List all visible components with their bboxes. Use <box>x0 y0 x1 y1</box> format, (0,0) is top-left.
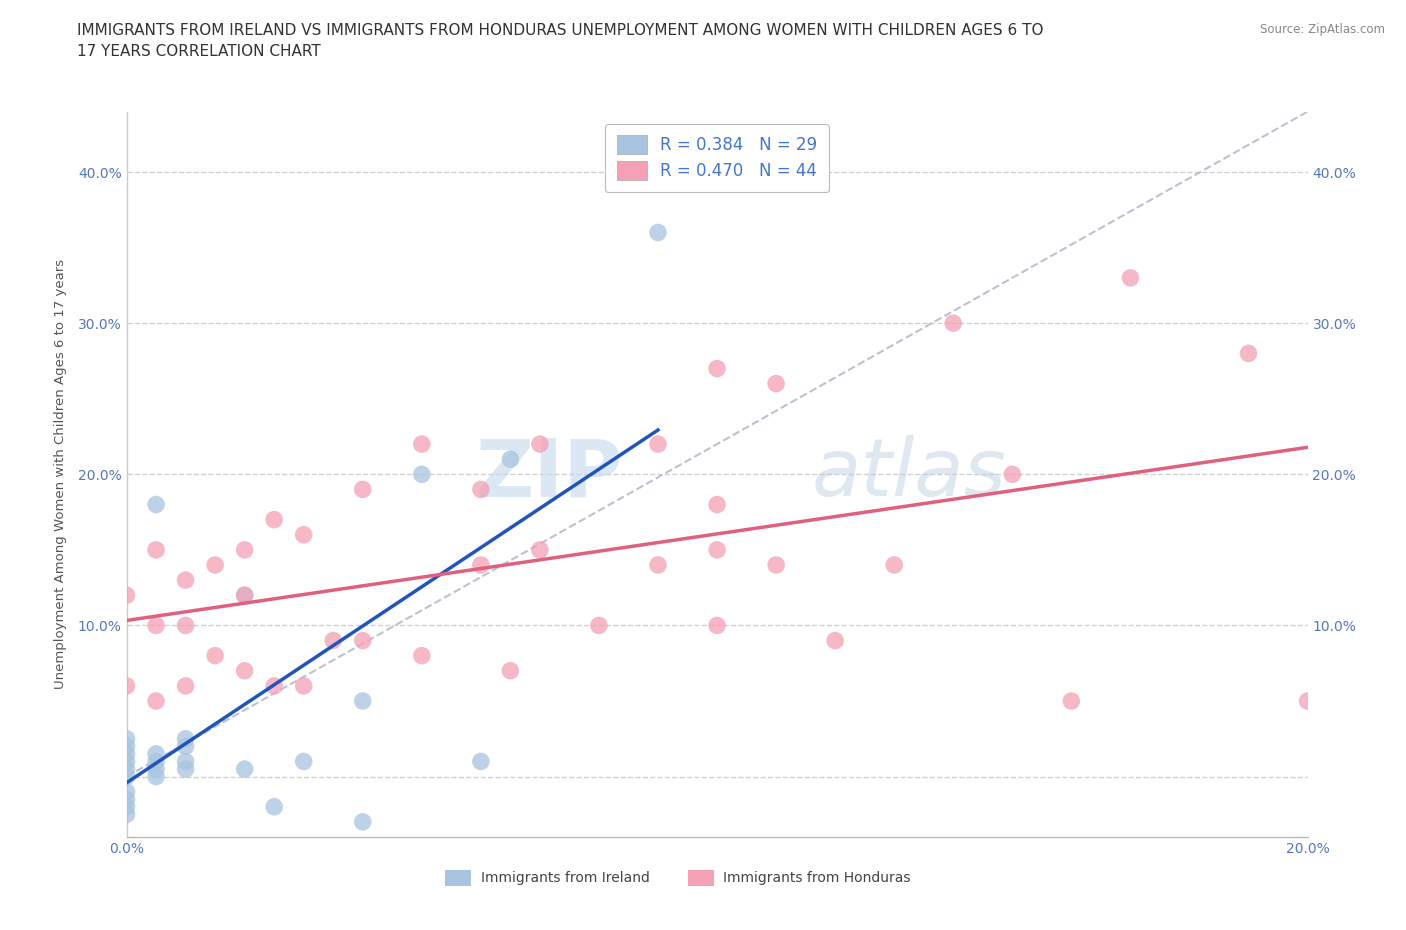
Point <box>647 558 669 573</box>
Point <box>411 437 433 452</box>
Point <box>115 731 138 746</box>
Point <box>174 679 197 694</box>
Point <box>145 618 167 633</box>
Point <box>204 558 226 573</box>
Point <box>174 618 197 633</box>
Text: Source: ZipAtlas.com: Source: ZipAtlas.com <box>1260 23 1385 36</box>
Point <box>824 633 846 648</box>
Point <box>588 618 610 633</box>
Point <box>706 542 728 557</box>
Text: Immigrants from Ireland: Immigrants from Ireland <box>481 871 650 885</box>
Legend: R = 0.384   N = 29, R = 0.470   N = 44: R = 0.384 N = 29, R = 0.470 N = 44 <box>605 124 830 193</box>
Point <box>942 316 965 331</box>
Point <box>174 738 197 753</box>
Point <box>115 791 138 806</box>
Point <box>529 437 551 452</box>
Text: atlas: atlas <box>811 435 1007 513</box>
Y-axis label: Unemployment Among Women with Children Ages 6 to 17 years: Unemployment Among Women with Children A… <box>53 259 66 689</box>
Point <box>115 679 138 694</box>
Point <box>706 498 728 512</box>
Point <box>499 452 522 467</box>
Point <box>765 377 787 392</box>
Point <box>292 527 315 542</box>
Point <box>115 588 138 603</box>
Text: Immigrants from Honduras: Immigrants from Honduras <box>723 871 911 885</box>
Point <box>233 588 256 603</box>
Point <box>174 754 197 769</box>
Point <box>263 800 285 815</box>
Point <box>174 731 197 746</box>
Point <box>145 762 167 777</box>
Point <box>1001 467 1024 482</box>
Point <box>233 588 256 603</box>
Point <box>706 618 728 633</box>
Point <box>292 679 315 694</box>
Point <box>647 437 669 452</box>
Point <box>115 807 138 822</box>
Point <box>470 754 492 769</box>
Point <box>883 558 905 573</box>
Point <box>115 800 138 815</box>
Point <box>233 542 256 557</box>
Point <box>1060 694 1083 709</box>
Point <box>115 769 138 784</box>
Point <box>174 762 197 777</box>
Point <box>263 679 285 694</box>
Point <box>765 558 787 573</box>
Point <box>352 633 374 648</box>
Point <box>145 754 167 769</box>
Point <box>145 542 167 557</box>
Bar <box>688 870 713 886</box>
Point <box>411 467 433 482</box>
Point <box>352 815 374 830</box>
Point <box>115 747 138 762</box>
Text: IMMIGRANTS FROM IRELAND VS IMMIGRANTS FROM HONDURAS UNEMPLOYMENT AMONG WOMEN WIT: IMMIGRANTS FROM IRELAND VS IMMIGRANTS FR… <box>77 23 1043 60</box>
Point <box>263 512 285 527</box>
Point <box>145 694 167 709</box>
Text: ZIP: ZIP <box>475 435 623 513</box>
Point <box>145 747 167 762</box>
Point <box>145 769 167 784</box>
Point <box>115 784 138 799</box>
Point <box>470 558 492 573</box>
Point <box>233 762 256 777</box>
Point <box>411 648 433 663</box>
Point <box>292 754 315 769</box>
Point <box>647 225 669 240</box>
Point <box>1119 271 1142 286</box>
Point <box>115 738 138 753</box>
Bar <box>446 870 471 886</box>
Point <box>204 648 226 663</box>
Point <box>1296 694 1319 709</box>
Point <box>470 482 492 497</box>
Point <box>529 542 551 557</box>
Point <box>115 762 138 777</box>
Point <box>233 663 256 678</box>
Point <box>706 361 728 376</box>
Point <box>352 482 374 497</box>
Point <box>115 754 138 769</box>
Point <box>174 573 197 588</box>
Point <box>352 694 374 709</box>
Point <box>145 498 167 512</box>
Point <box>499 663 522 678</box>
Point <box>1237 346 1260 361</box>
Point <box>322 633 344 648</box>
